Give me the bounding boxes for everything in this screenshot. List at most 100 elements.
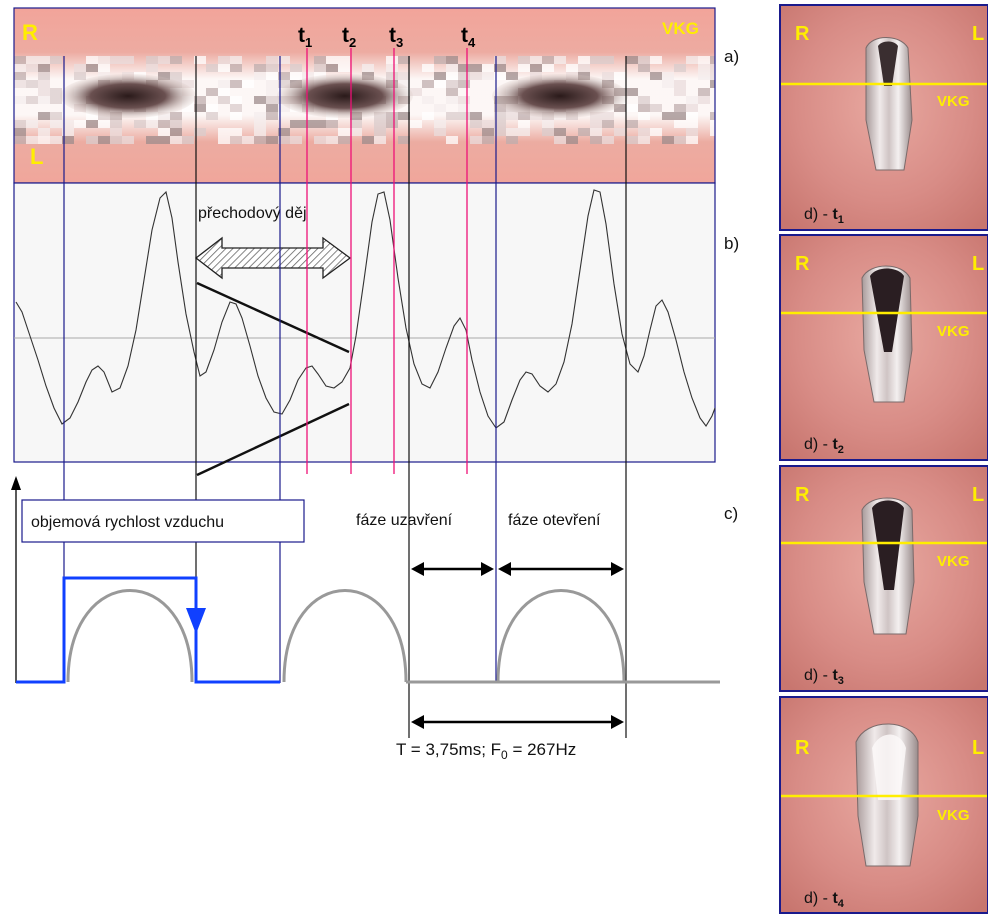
kymogram-pixel <box>626 56 638 64</box>
kymogram-pixel <box>542 64 554 72</box>
kymogram-pixel <box>710 112 715 120</box>
frame-t3: R L VKG d) - t3 <box>779 465 988 692</box>
kymogram-pixel <box>590 112 602 120</box>
frame-t2-border <box>779 234 988 461</box>
kymogram-pixel <box>302 120 314 128</box>
panel-letter-c: c) <box>724 504 738 523</box>
frame-t2-label-vkg: VKG <box>937 323 970 340</box>
vkg-signal-curve <box>15 189 716 429</box>
kymogram-pixel <box>158 72 170 80</box>
kymogram-pixel <box>710 56 715 64</box>
airflow-label: objemová rychlost vzduchu <box>31 514 224 531</box>
kymogram-pixel <box>230 80 242 88</box>
kymogram-pixel <box>590 128 602 136</box>
kymogram-pixel <box>686 136 698 144</box>
kymogram-pixel <box>350 120 362 128</box>
kymogram-pixel <box>122 136 134 144</box>
time-marker-t1: t1 <box>298 24 312 50</box>
kymogram-pixel <box>38 72 50 80</box>
kymogram-pixel <box>434 72 446 80</box>
kymogram-pixel <box>278 56 290 64</box>
kymogram-pixel <box>446 72 458 80</box>
kymogram-pixel <box>98 64 110 72</box>
kymogram-pixel <box>698 56 710 64</box>
panel-letter-a: a) <box>724 47 739 66</box>
kymogram-pixel <box>386 64 398 72</box>
kymogram-pixel <box>158 136 170 144</box>
kymogram-pixel <box>386 72 398 80</box>
kymogram-pixel <box>254 64 266 72</box>
kymogram-pixel <box>98 136 110 144</box>
kymogram-pixel <box>482 128 494 136</box>
kymogram-pixel <box>194 56 206 64</box>
kymogram-pixel <box>14 56 26 64</box>
kymogram-pixel <box>86 56 98 64</box>
convergence-line-upper <box>196 281 350 354</box>
kymogram-pixel <box>434 120 446 128</box>
flow-pulse-2 <box>282 589 408 683</box>
kymogram-dark-openings <box>60 74 628 118</box>
kymogram-pixel <box>674 112 686 120</box>
kymogram-pixel <box>218 96 230 104</box>
kymogram-pixel <box>62 120 74 128</box>
frame-t1-vocal-folds <box>865 37 913 171</box>
kymogram-pixel <box>74 72 86 80</box>
frame-t1-border <box>779 4 988 231</box>
kymogram-pixel <box>254 112 266 120</box>
kymogram-pixel <box>494 128 506 136</box>
kymogram-pixel <box>254 72 266 80</box>
time-marker-t4: t4 <box>461 24 476 50</box>
kymogram-pixel <box>278 136 290 144</box>
kymogram-pixel <box>494 120 506 128</box>
kymogram-pixel <box>638 56 650 64</box>
convergence-line-lower <box>196 402 350 477</box>
kymogram-pixel <box>254 120 266 128</box>
kymogram-pixel <box>398 56 410 64</box>
kymogram-pixel <box>38 64 50 72</box>
kymogram-pixel <box>338 56 350 64</box>
kymogram-pixel <box>662 112 674 120</box>
kymogram-pixel <box>638 96 650 104</box>
kymogram-pixel <box>506 112 518 120</box>
kymogram-pixel <box>614 128 626 136</box>
kymogram-label-vkg: VKG <box>662 19 699 38</box>
kymogram-pixel <box>110 120 122 128</box>
kymogram-pixel <box>122 56 134 64</box>
kymogram-pixel <box>446 136 458 144</box>
frame-t2-label-r: R <box>795 253 810 275</box>
kymogram-pixel <box>158 112 170 120</box>
kymogram-pixel <box>398 136 410 144</box>
kymogram-pixel <box>698 88 710 96</box>
frame-t2: R L VKG d) - t2 <box>779 234 988 461</box>
kymogram-pixel <box>518 64 530 72</box>
kymogram-pixel <box>578 56 590 64</box>
frame-t4-label-vkg: VKG <box>937 807 970 824</box>
kymogram-pixel <box>470 120 482 128</box>
kymogram-pixel <box>170 112 182 120</box>
kymogram-pixel <box>674 64 686 72</box>
kymogram-pixel <box>350 128 362 136</box>
kymogram-pixel <box>710 64 715 72</box>
kymogram-pixel <box>338 128 350 136</box>
kymogram-pixel <box>218 128 230 136</box>
kymogram-pixel <box>50 112 62 120</box>
kymogram-pixel <box>470 72 482 80</box>
kymogram-pixel <box>230 136 242 144</box>
kymogram-pixel <box>506 136 518 144</box>
kymogram-pixel <box>194 96 206 104</box>
kymogram-pixel <box>62 128 74 136</box>
kymogram-pixel <box>278 104 290 112</box>
frame-t1-glottis <box>878 41 898 86</box>
kymogram-pixel <box>446 64 458 72</box>
kymogram-pixel <box>590 56 602 64</box>
kymogram-pixel <box>38 128 50 136</box>
kymogram-pixel <box>38 56 50 64</box>
kymogram-pixel <box>230 64 242 72</box>
kymogram-pixel <box>170 128 182 136</box>
kymogram-pixel <box>26 64 38 72</box>
kymogram-pixel <box>674 136 686 144</box>
kymogram-pixel <box>266 88 278 96</box>
kymogram-pixel <box>542 56 554 64</box>
kymogram-pixel <box>14 96 26 104</box>
